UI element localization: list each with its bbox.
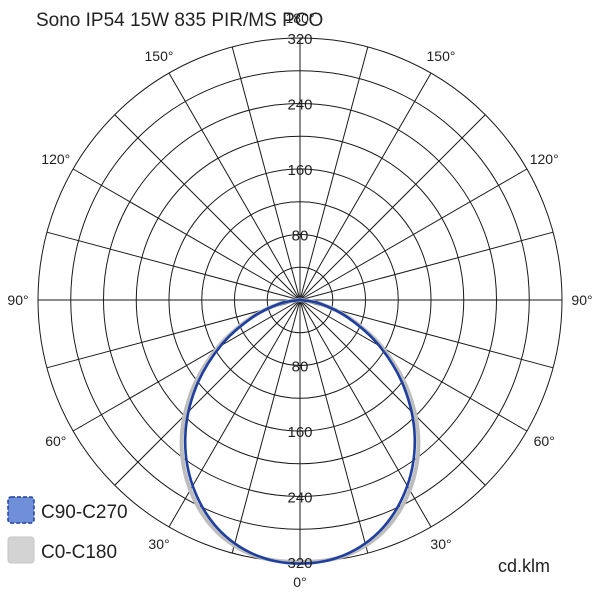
grid-spoke bbox=[299, 299, 369, 554]
grid-spoke bbox=[299, 299, 528, 432]
angle-label: 150° bbox=[145, 48, 174, 64]
angle-label: 60° bbox=[534, 433, 555, 449]
angle-label: 120° bbox=[41, 151, 70, 167]
legend-swatch-c0-c180 bbox=[7, 536, 35, 564]
legend-label-c90-c270: C90-C270 bbox=[41, 502, 128, 523]
grid-spoke bbox=[72, 168, 301, 301]
grid-spoke bbox=[72, 299, 301, 432]
grid-spoke bbox=[114, 299, 301, 486]
angle-label: 0° bbox=[293, 574, 306, 590]
grid-spoke bbox=[46, 231, 301, 301]
series-curve-c90-c270 bbox=[183, 298, 417, 565]
grid-spoke bbox=[299, 168, 528, 301]
grid-spoke bbox=[299, 114, 486, 301]
unit-label: cd.klm bbox=[498, 556, 550, 576]
radial-tick-label: 80 bbox=[292, 228, 309, 245]
grid-spoke bbox=[114, 114, 301, 301]
angle-label: 90° bbox=[571, 292, 592, 308]
axis-labels: 80 80 160 160 240 240 320 320 0° 30° 30° 60° 60° 90° 9… bbox=[7, 10, 592, 590]
grid-spoke bbox=[299, 231, 554, 301]
radial-tick-label: 80 bbox=[292, 359, 309, 376]
legend-swatch-c90-c270 bbox=[7, 496, 35, 524]
angle-label: 90° bbox=[7, 292, 28, 308]
radial-tick-label: 160 bbox=[287, 424, 312, 441]
radial-tick-label: 320 bbox=[287, 31, 312, 48]
grid-spoke bbox=[299, 299, 486, 486]
grid-spoke bbox=[299, 46, 369, 301]
legend: C90-C270 C0-C180 bbox=[7, 496, 128, 564]
angle-label: 60° bbox=[45, 433, 66, 449]
radial-tick-label: 240 bbox=[287, 97, 312, 114]
legend-label-c0-c180: C0-C180 bbox=[41, 542, 117, 563]
angle-label: 120° bbox=[530, 151, 559, 167]
angle-label: 30° bbox=[430, 536, 451, 552]
angle-label: 30° bbox=[148, 536, 169, 552]
radial-tick-label: 240 bbox=[287, 490, 312, 507]
intensity-curves bbox=[179, 297, 421, 565]
grid-spoke bbox=[168, 72, 301, 301]
grid-spoke bbox=[299, 72, 432, 301]
radial-tick-label: 320 bbox=[287, 555, 312, 572]
grid-spoke bbox=[231, 46, 301, 301]
chart-title: Sono IP54 15W 835 PIR/MS PCO bbox=[36, 10, 323, 31]
radial-tick-label: 160 bbox=[287, 162, 312, 179]
angle-label: 150° bbox=[427, 48, 456, 64]
grid-spoke bbox=[231, 299, 301, 554]
angle-label: 180° bbox=[286, 10, 315, 26]
